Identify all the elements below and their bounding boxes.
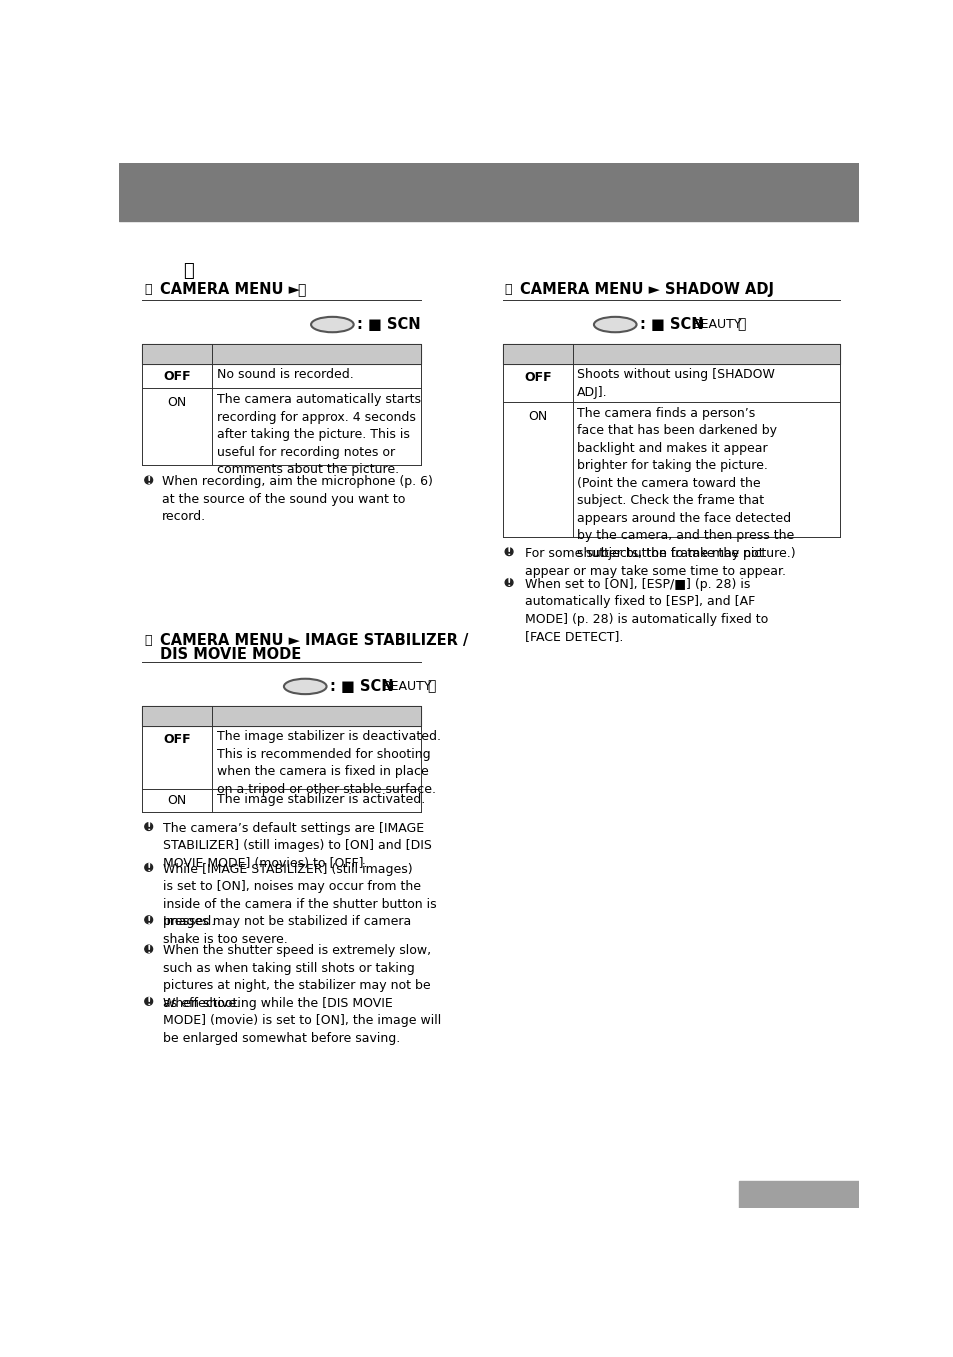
- Text: ON: ON: [528, 410, 547, 422]
- Text: OFF: OFF: [523, 372, 551, 384]
- Text: No sound is recorded.: No sound is recorded.: [216, 369, 354, 381]
- Text: Shoots without using [SHADOW
ADJ].: Shoots without using [SHADOW ADJ].: [577, 369, 775, 399]
- Text: BEAUTY: BEAUTY: [692, 318, 741, 331]
- Bar: [502, 343, 840, 364]
- Circle shape: [145, 946, 152, 953]
- Text: CAMERA MENU ► IMAGE STABILIZER /: CAMERA MENU ► IMAGE STABILIZER /: [159, 632, 467, 647]
- Text: Images may not be stabilized if camera
shake is too severe.: Images may not be stabilized if camera s…: [162, 915, 411, 946]
- Text: : ■ SCN: : ■ SCN: [330, 678, 394, 693]
- Text: When set to [ON], [ESP/■] (p. 28) is
automatically fixed to [ESP], and [AF
MODE]: When set to [ON], [ESP/■] (p. 28) is aut…: [524, 578, 767, 643]
- Circle shape: [505, 578, 513, 586]
- Text: The camera’s default settings are [IMAGE
STABILIZER] (still images) to [ON] and : The camera’s default settings are [IMAGE…: [162, 822, 431, 870]
- Text: OFF: OFF: [163, 733, 191, 746]
- Text: ON: ON: [168, 794, 187, 807]
- Ellipse shape: [284, 680, 325, 693]
- Text: : ■ SCN: : ■ SCN: [639, 318, 703, 332]
- Text: CAMERA MENU ►: CAMERA MENU ►: [159, 282, 299, 297]
- Text: OFF: OFF: [163, 369, 191, 383]
- Text: When recording, aim the microphone (p. 6)
at the source of the sound you want to: When recording, aim the microphone (p. 6…: [162, 475, 433, 524]
- Bar: [142, 706, 421, 726]
- Circle shape: [145, 916, 152, 924]
- Text: : ■ SCN: : ■ SCN: [356, 318, 420, 332]
- Text: 📷: 📷: [144, 634, 152, 647]
- Text: ON: ON: [168, 396, 187, 408]
- Text: The image stabilizer is deactivated.
This is recommended for shooting
when the c: The image stabilizer is deactivated. Thi…: [216, 730, 440, 795]
- Bar: [119, 163, 858, 221]
- Text: While [IMAGE STABILIZER] (still images)
is set to [ON], noises may occur from th: While [IMAGE STABILIZER] (still images) …: [162, 863, 436, 928]
- Text: When shooting while the [DIS MOVIE
MODE] (movie) is set to [ON], the image will
: When shooting while the [DIS MOVIE MODE]…: [162, 997, 440, 1045]
- Circle shape: [505, 548, 513, 555]
- Text: 🎤: 🎤: [183, 262, 194, 280]
- Bar: [739, 1181, 858, 1208]
- Bar: [142, 343, 421, 364]
- Text: 🎤: 🎤: [297, 282, 306, 297]
- Text: !: !: [147, 863, 151, 873]
- Text: 👥: 👥: [427, 680, 435, 693]
- Text: !: !: [147, 997, 151, 1007]
- Circle shape: [145, 997, 152, 1006]
- Text: 📷: 📷: [144, 284, 152, 296]
- Ellipse shape: [594, 318, 635, 331]
- Text: !: !: [506, 547, 511, 558]
- Text: !: !: [506, 578, 511, 589]
- Text: The image stabilizer is activated.: The image stabilizer is activated.: [216, 794, 425, 806]
- Text: The camera finds a person’s
face that has been darkened by
backlight and makes i: The camera finds a person’s face that ha…: [577, 407, 795, 560]
- Text: !: !: [147, 916, 151, 925]
- Text: CAMERA MENU ► SHADOW ADJ: CAMERA MENU ► SHADOW ADJ: [519, 282, 773, 297]
- Circle shape: [145, 822, 152, 830]
- Ellipse shape: [312, 318, 353, 331]
- Text: !: !: [147, 822, 151, 832]
- Text: !: !: [147, 944, 151, 955]
- Text: When the shutter speed is extremely slow,
such as when taking still shots or tak: When the shutter speed is extremely slow…: [162, 944, 431, 1010]
- Text: DIS MOVIE MODE: DIS MOVIE MODE: [159, 646, 300, 662]
- Text: For some subjects, the frame may not
appear or may take some time to appear.: For some subjects, the frame may not app…: [524, 547, 784, 578]
- Text: 📷: 📷: [504, 284, 512, 296]
- Circle shape: [145, 476, 152, 484]
- Text: !: !: [147, 476, 151, 486]
- Text: BEAUTY: BEAUTY: [382, 680, 432, 693]
- Text: The camera automatically starts
recording for approx. 4 seconds
after taking the: The camera automatically starts recordin…: [216, 394, 420, 476]
- Circle shape: [145, 863, 152, 871]
- Text: 👥: 👥: [736, 318, 744, 331]
